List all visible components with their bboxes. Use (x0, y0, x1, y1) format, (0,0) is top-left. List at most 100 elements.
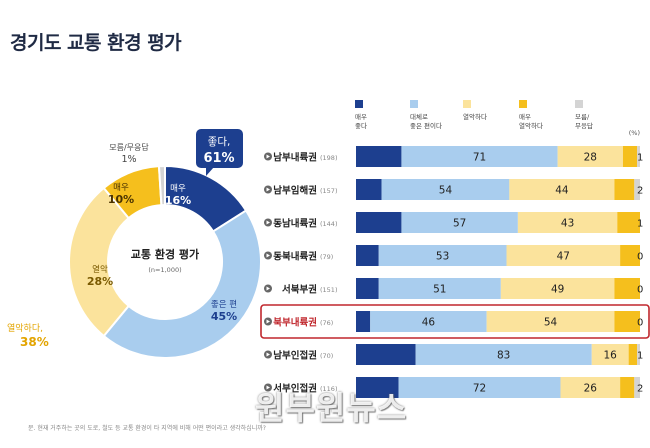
bar-segment (356, 278, 379, 299)
bar-segment (356, 212, 402, 233)
bar-segment (398, 377, 561, 398)
bar-value-label: 28 (584, 152, 597, 164)
legend-label: 매우 (355, 113, 367, 121)
legend-label: 대체로 (410, 113, 428, 121)
category-n: (79) (320, 253, 333, 261)
bar-segment (378, 278, 501, 299)
category-n: (157) (320, 187, 337, 195)
bar-segment (356, 245, 379, 266)
donut-slice (102, 209, 262, 359)
bar-segment (620, 245, 640, 266)
category-label: 서북부권 (282, 284, 317, 296)
donut-slice (157, 164, 166, 207)
bar-segment (560, 377, 621, 398)
legend-label: 열악하다 (463, 112, 487, 121)
bar-value-label: 47 (557, 251, 570, 263)
bar-segment (401, 146, 558, 167)
bar-value-label: 2 (637, 186, 643, 197)
bar-value-label: 54 (544, 317, 558, 329)
bar-value-label: 26 (584, 383, 598, 395)
legend-label: 좋다 (355, 121, 367, 130)
row-bullet-arrow (266, 253, 270, 258)
page-title: 경기도 교통 환경 평가 (10, 32, 182, 54)
bar-value-label: 72 (473, 383, 486, 395)
bar-value-label: 0 (637, 285, 643, 296)
slice-label: 모름/무응답 (109, 142, 149, 152)
bar-value-label: 43 (561, 218, 574, 230)
bar-value-label: 49 (551, 284, 564, 296)
callout-poor-value: 38% (20, 335, 49, 349)
bar-segment (557, 146, 623, 167)
category-n: (198) (320, 154, 337, 162)
legend-swatch (575, 100, 583, 108)
bar-segment (415, 344, 592, 365)
legend-swatch (463, 100, 471, 108)
bar-segment (500, 278, 615, 299)
bar-value-label: 54 (439, 185, 453, 197)
bar-segment (614, 179, 635, 200)
bar-segment (634, 179, 640, 200)
donut-center-title: 교통 환경 평가 (131, 247, 199, 261)
callout-good-box (196, 129, 243, 168)
row-bullet-arrow (266, 385, 270, 390)
bar-segment (622, 146, 638, 167)
slice-value: 10% (108, 193, 134, 206)
bar-value-label: 2 (637, 384, 643, 395)
row-bullet-arrow (266, 319, 270, 324)
bar-segment (506, 245, 621, 266)
footnote: 문. 현재 거주하는 곳의 도로, 철도 등 교통 환경이 타 지역에 비해 어… (28, 425, 266, 432)
bar-segment (378, 245, 507, 266)
legend-swatch (410, 100, 418, 108)
bar-segment (356, 179, 382, 200)
donut-center-sub: (n=1,000) (148, 266, 181, 274)
bar-segment (637, 146, 640, 167)
bar-segment (401, 212, 518, 233)
bar-segment (628, 344, 638, 365)
category-label: 서부인접권 (273, 383, 317, 395)
category-label: 북부내륙권 (273, 317, 317, 329)
watermark: 원부원뉴스 (255, 389, 408, 427)
legend-swatch (355, 100, 363, 108)
slice-value: 45% (211, 310, 237, 323)
bar-segment (517, 212, 618, 233)
slice-label: 열악 (92, 264, 108, 275)
callout-good-label: 좋다, (208, 136, 231, 148)
slice-label: 매우 (113, 183, 129, 193)
category-n: (116) (320, 385, 337, 393)
bar-segment (614, 278, 640, 299)
legend-label: 모름/ (575, 113, 590, 121)
bar-segment (356, 146, 402, 167)
bar-value-label: 1 (637, 351, 643, 362)
callout-good-value: 61% (203, 151, 234, 166)
bar-value-label: 46 (422, 317, 436, 329)
slice-value: 1% (121, 154, 136, 165)
donut-slice (68, 186, 131, 338)
slice-label: 좋은 편 (211, 299, 237, 310)
category-label: 남부인접권 (273, 350, 317, 362)
category-label: 동북내륙권 (273, 251, 317, 263)
bar-segment (637, 344, 640, 365)
bar-value-label: 1 (637, 219, 643, 230)
bar-segment (381, 179, 510, 200)
callout-good-pointer (206, 167, 214, 176)
category-label: 남부임해권 (273, 185, 317, 197)
row-bullet-arrow (266, 220, 270, 225)
category-label: 남부내륙권 (273, 152, 317, 164)
row-bullet-arrow (266, 352, 270, 357)
slice-label: 매우 (170, 184, 186, 194)
row-bullet-arrow (266, 154, 270, 159)
legend-label: 무응답 (575, 122, 593, 130)
bar-segment (620, 377, 635, 398)
bar-segment (617, 212, 640, 233)
bar-value-label: 44 (555, 185, 569, 197)
unit-label: (%) (629, 129, 640, 137)
bar-value-label: 83 (497, 350, 510, 362)
callout-poor-label: 열악하다, (7, 322, 43, 334)
bar-segment (614, 311, 640, 332)
legend-label: 열악하다 (519, 121, 543, 130)
legend-label: 좋은 편이다 (410, 121, 442, 130)
row-bullet-arrow (266, 286, 270, 291)
bar-value-label: 0 (637, 252, 643, 263)
